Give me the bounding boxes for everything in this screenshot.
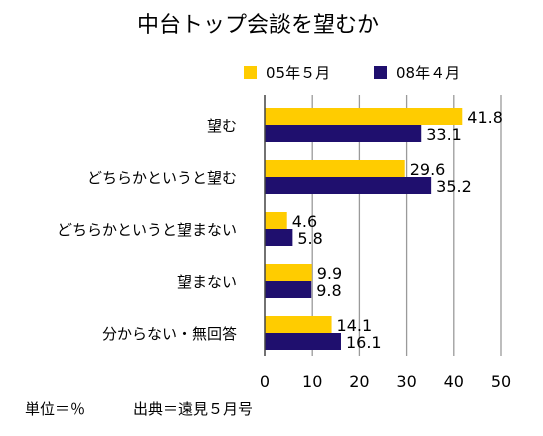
bar-0-1: [265, 125, 422, 142]
bars: [265, 108, 463, 350]
x-tick-20: 20: [349, 372, 369, 391]
x-tick-10: 10: [302, 372, 322, 391]
value-label-3-1: 9.8: [316, 281, 341, 300]
value-labels: 41.8 33.1 29.635.2 4.65.8 9.99.8 14.116.1: [292, 108, 503, 352]
x-tick-40: 40: [444, 372, 464, 391]
value-label-3-0: 9.9: [317, 264, 342, 283]
category-label-3: 望まない: [177, 273, 237, 291]
bar-1-1: [265, 177, 432, 194]
bar-2-1: [265, 229, 293, 246]
chart-title: 中台トップ会談を望むか: [137, 13, 379, 38]
value-label-4-1: 16.1: [346, 333, 382, 352]
value-label-1-0: 29.6: [410, 160, 446, 179]
legend: 05年５月 08年４月: [244, 64, 460, 82]
bar-4-1: [265, 333, 341, 350]
source-note: 出典＝遠見５月号: [133, 400, 253, 418]
category-label-0: 望む: [207, 117, 237, 135]
legend-swatch-0: [244, 66, 257, 79]
category-label-2: どちらかというと望まない: [57, 221, 237, 239]
bar-4-0: [265, 316, 332, 333]
bar-2-0: [265, 212, 287, 229]
value-label-2-1: 5.8: [297, 229, 322, 248]
value-label-2-0: 4.6: [292, 212, 317, 231]
bar-3-1: [265, 281, 312, 298]
x-tick-50: 50: [491, 372, 511, 391]
x-axis-ticks: 0 10 20 30 40 50: [260, 372, 511, 391]
value-label-4-0: 14.1: [337, 316, 373, 335]
legend-swatch-1: [374, 66, 387, 79]
x-tick-0: 0: [260, 372, 270, 391]
legend-label-0: 05年５月: [266, 64, 330, 82]
legend-label-1: 08年４月: [396, 64, 460, 82]
x-tick-30: 30: [396, 372, 416, 391]
category-label-4: 分からない・無回答: [102, 325, 237, 343]
value-label-1-1: 35.2: [436, 177, 472, 196]
unit-note: 単位＝％: [25, 400, 85, 418]
bar-1-0: [265, 160, 405, 177]
bar-0-0: [265, 108, 463, 125]
value-label-0-1: 33.1: [426, 125, 462, 144]
category-label-1: どちらかというと望む: [87, 169, 237, 187]
value-label-0-0: 41.8: [467, 108, 503, 127]
bar-3-0: [265, 264, 312, 281]
